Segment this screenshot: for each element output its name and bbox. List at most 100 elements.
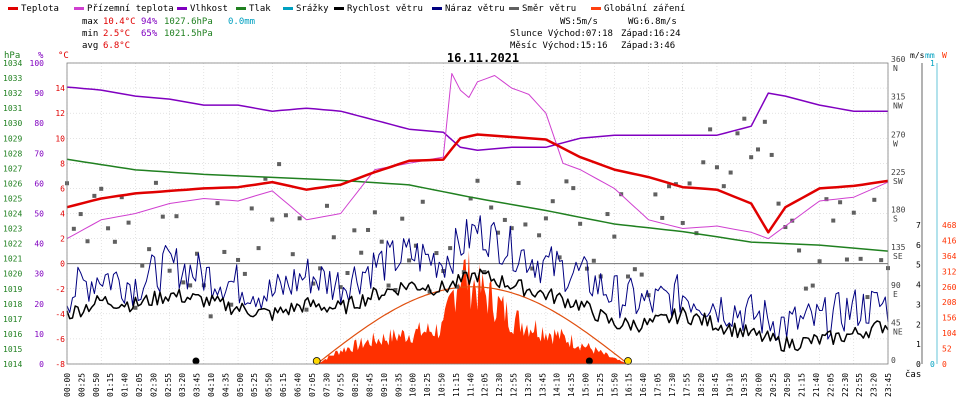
wind-tick: 4 [916, 281, 921, 290]
x-tick-label: 13:45 [538, 373, 547, 397]
wind-tick: 6 [916, 241, 921, 250]
wind-direction-point [584, 266, 589, 271]
wind-direction-point [160, 214, 165, 219]
wind-direction-point [290, 252, 295, 257]
wind-direction-point [838, 200, 843, 205]
x-tick-label: 15:50 [610, 373, 619, 397]
pressure-tick: 1032 [3, 89, 22, 98]
wind-direction-point [78, 212, 83, 217]
x-tick-label: 22:55 [855, 373, 864, 397]
humidity-tick: 80 [34, 119, 44, 128]
x-tick-label: 10:25 [423, 373, 432, 397]
wind-direction-point [208, 314, 213, 319]
wind-direction-point [359, 250, 364, 255]
pressure-tick: 1026 [3, 179, 22, 188]
legend: Teplota Přízemní teplota Vlhkost Tlak Srážky… [8, 4, 685, 14]
x-tick-label: 13:20 [524, 373, 533, 397]
x-tick-label: 04:35 [221, 373, 230, 397]
wind-direction-point [283, 213, 288, 218]
temperature-tick: -8 [55, 360, 65, 369]
x-tick-label: 00:25 [77, 373, 86, 397]
wind-tick: 0 [916, 360, 921, 369]
x-tick-label: 07:55 [337, 373, 346, 397]
moon-text: Měsíc Východ:15:16 [510, 41, 608, 51]
humidity-tick: 50 [34, 210, 44, 219]
wind-direction-point [537, 233, 542, 238]
wind-direction-point [516, 180, 521, 185]
wind-direction-point [71, 226, 76, 231]
wind-direction-point [413, 243, 418, 248]
wind-direction-point [304, 307, 309, 312]
direction-tick: 90 [891, 281, 901, 290]
legend-label: Rychlost větru [347, 4, 423, 14]
x-tick-label: 16:15 [625, 373, 634, 397]
x-tick-label: 15:00 [582, 373, 591, 397]
wind-direction-point [557, 255, 562, 260]
x-tick-label: 05:50 [265, 373, 274, 397]
humidity-tick: 0 [39, 360, 44, 369]
wind-axis-label: m/s [910, 51, 925, 60]
radiation-tick: 208 [942, 298, 957, 307]
wind-direction-point [454, 284, 459, 289]
x-tick-label: 04:10 [207, 373, 216, 397]
wind-direction-point [263, 176, 268, 181]
x-tick-label: 20:00 [754, 373, 763, 397]
wg-text: WG:6.8m/s [628, 17, 677, 27]
wind-direction-point [181, 280, 186, 285]
x-tick-label: 18:20 [697, 373, 706, 397]
x-tick-label: 06:40 [293, 373, 302, 397]
wind-direction-point [106, 226, 111, 231]
x-tick-label: 00:00 [63, 373, 72, 397]
wind-direction-point [687, 181, 692, 186]
wind-direction-point [708, 127, 713, 132]
sunset-marker [624, 357, 632, 365]
wind-direction-point [762, 119, 767, 124]
wind-direction-point [236, 257, 241, 262]
wind-direction-point [482, 269, 487, 274]
legend-label: Přízemní teplota [87, 4, 174, 14]
wind-direction-point [844, 257, 849, 262]
legend-label: Náraz větru [445, 4, 505, 14]
direction-tick-label: E [893, 290, 898, 299]
pressure-tick: 1017 [3, 315, 22, 324]
series-line [66, 86, 888, 152]
x-tick-label: 23:45 [884, 373, 893, 397]
legend-swatch [74, 7, 84, 10]
direction-tick-label: NE [893, 327, 903, 336]
direction-tick-label: SE [893, 252, 903, 261]
humidity-tick: 10 [34, 330, 44, 339]
wind-direction-point [797, 248, 802, 253]
wind-direction-point [803, 286, 808, 291]
wind-direction-point [728, 170, 733, 175]
direction-tick-label: SW [893, 177, 903, 186]
wind-direction-point [769, 152, 774, 157]
legend-label: Globální záření [604, 4, 685, 14]
x-tick-label: 03:20 [178, 373, 187, 397]
wind-tick: 3 [916, 300, 921, 309]
wind-direction-point [824, 197, 829, 202]
pressure-tick: 1015 [3, 345, 22, 354]
ws-text: WS:5m/s [560, 17, 598, 27]
wind-tick: 7 [916, 221, 921, 230]
wind-direction-point [126, 220, 131, 225]
sunrise-marker [312, 357, 321, 365]
wind-direction-point [140, 263, 145, 268]
x-tick-label: 08:20 [351, 373, 360, 397]
legend-label: Srážky [296, 4, 329, 14]
temperature-tick: 2 [60, 235, 65, 244]
humidity-tick: 20 [34, 300, 44, 309]
x-tick-label: 12:30 [495, 373, 504, 397]
humidity-axis-label: % [38, 51, 44, 61]
pressure-axis-label: hPa [4, 51, 20, 61]
x-tick-label: 14:10 [553, 373, 562, 397]
wind-direction-point [591, 258, 596, 263]
avg-label: avg [82, 41, 98, 51]
radiation-max-line [316, 286, 629, 365]
wind-direction-point [188, 283, 193, 288]
pressure-tick: 1019 [3, 285, 22, 294]
wind-direction-point [632, 267, 637, 272]
event-markers [192, 357, 632, 365]
wind-direction-point [434, 251, 439, 256]
min-label: min [82, 29, 98, 39]
x-tick-label: 07:05 [308, 373, 317, 397]
